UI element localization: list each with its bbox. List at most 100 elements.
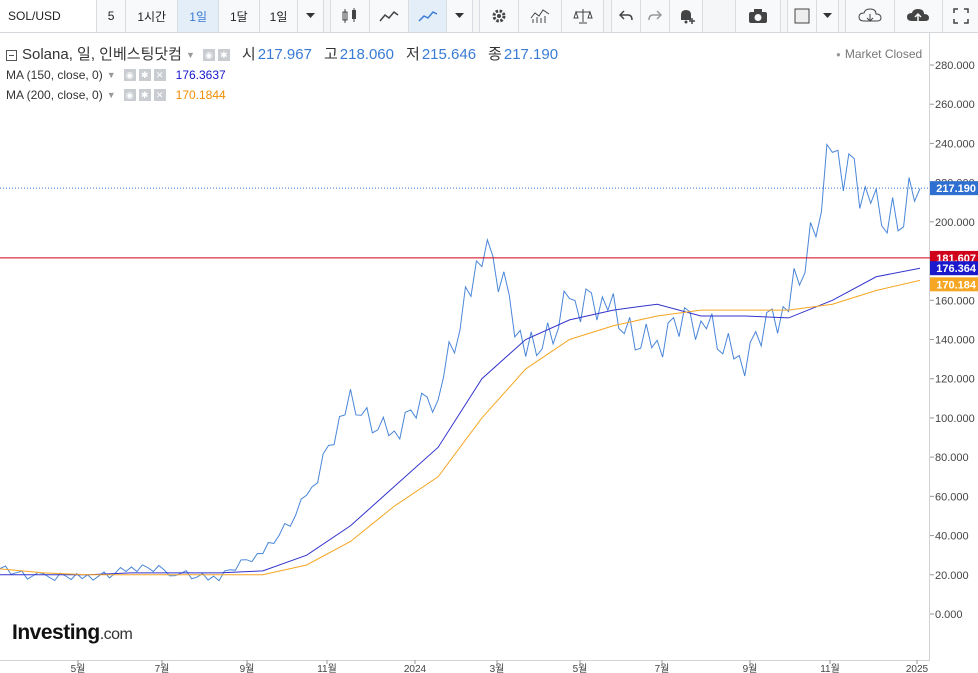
chart-type-chevron-down-icon[interactable] xyxy=(447,0,473,32)
legend-ma150-row: MA (150, close, 0) ▼ ◉ ✱ ✕ 176.3637 xyxy=(6,65,558,85)
area-chart-icon[interactable] xyxy=(370,0,409,32)
x-tick-label: 7월 xyxy=(155,663,170,673)
low-label: 저 xyxy=(406,46,420,63)
y-tick-label: 120.000 xyxy=(935,374,975,386)
x-tick-label: 3월 xyxy=(490,663,505,673)
close-icon[interactable]: ✕ xyxy=(153,89,166,101)
redo-icon[interactable] xyxy=(641,0,671,32)
chevron-down-icon[interactable]: ▼ xyxy=(106,70,116,80)
gear-icon[interactable]: ✱ xyxy=(217,49,230,61)
toolbar-separator xyxy=(604,0,613,32)
y-tick-label: 60.000 xyxy=(935,491,969,503)
toolbar-separator xyxy=(473,0,481,32)
y-tick-label: 0.000 xyxy=(935,609,963,621)
compare-scale-icon[interactable] xyxy=(561,0,605,32)
price-badge-ma150 xyxy=(930,261,978,276)
gear-icon[interactable]: ✱ xyxy=(138,89,151,101)
chevron-down-icon[interactable]: ▼ xyxy=(185,50,195,60)
collapse-icon[interactable] xyxy=(6,49,17,61)
y-tick-label: 140.000 xyxy=(935,335,975,347)
time-axis[interactable] xyxy=(0,660,930,673)
y-tick-label: 280.000 xyxy=(935,60,975,72)
line-chart-icon[interactable] xyxy=(408,0,448,32)
interval-5min-button[interactable]: 5 xyxy=(97,0,127,32)
toolbar: SOL/USD 5 1시간 1일 1달 1일 xyxy=(0,0,978,33)
market-status: Market Closed xyxy=(836,47,922,61)
interval-dropdown-button[interactable]: 1일 xyxy=(259,0,299,32)
interval-label: 1일 xyxy=(269,9,288,24)
interval-label: 1시간 xyxy=(137,9,167,24)
add-alert-icon[interactable] xyxy=(670,0,704,32)
symbol-label: SOL/USD xyxy=(8,9,61,23)
high-label: 고 xyxy=(323,46,338,63)
x-tick-label: 5월 xyxy=(71,663,86,673)
chart-plot-area[interactable] xyxy=(0,33,930,660)
price-badge-label-last: 217.190 xyxy=(936,183,976,195)
open-value: 217.967 xyxy=(257,46,312,63)
price-axis[interactable] xyxy=(930,33,978,660)
x-tick-label: 9월 xyxy=(743,663,758,673)
interval-chevron-down-icon[interactable] xyxy=(298,0,324,32)
open-label: 시 xyxy=(241,46,256,63)
gear-icon[interactable] xyxy=(480,0,520,32)
low-value: 215.646 xyxy=(421,46,477,63)
toolbar-separator xyxy=(703,0,736,32)
x-tick-label: 2024 xyxy=(404,664,427,673)
series-line-1 xyxy=(0,267,921,576)
close-value: 217.190 xyxy=(503,46,559,63)
y-tick-label: 100.000 xyxy=(935,413,975,425)
y-tick-label: 40.000 xyxy=(935,531,969,543)
x-tick-label: 7월 xyxy=(655,663,670,673)
chevron-down-icon[interactable]: ▼ xyxy=(106,90,116,100)
eye-icon[interactable]: ◉ xyxy=(202,49,215,61)
price-badge-last xyxy=(930,181,978,196)
interval-1hour-button[interactable]: 1시간 xyxy=(126,0,179,32)
camera-icon[interactable] xyxy=(736,0,781,32)
eye-icon[interactable]: ◉ xyxy=(123,69,136,81)
toolbar-separator xyxy=(839,0,847,32)
toolbar-separator xyxy=(781,0,789,32)
instrument-name: Solana, 일, 인베스팅닷컴 xyxy=(22,46,182,63)
price-badge-ma200 xyxy=(930,277,978,292)
x-tick-label: 11월 xyxy=(317,663,337,673)
y-tick-label: 20.000 xyxy=(935,570,969,582)
interval-label: 1달 xyxy=(229,9,248,24)
y-tick-label: 160.000 xyxy=(935,295,975,307)
interval-label: 1일 xyxy=(189,9,208,24)
color-chevron-down-icon[interactable] xyxy=(817,0,839,32)
series-line-2 xyxy=(0,279,921,576)
candlestick-icon[interactable] xyxy=(331,0,371,32)
ma200-label: MA (200, close, 0) xyxy=(6,88,103,102)
interval-1month-button[interactable]: 1달 xyxy=(218,0,260,32)
ma150-label: MA (150, close, 0) xyxy=(6,68,103,82)
x-tick-label: 9월 xyxy=(240,663,255,673)
undo-icon[interactable] xyxy=(612,0,642,32)
symbol-input[interactable]: SOL/USD xyxy=(0,0,98,32)
toolbar-separator xyxy=(324,0,332,32)
eye-icon[interactable]: ◉ xyxy=(123,89,136,101)
close-label: 종 xyxy=(488,46,502,63)
gear-icon[interactable]: ✱ xyxy=(138,69,151,81)
high-value: 218.060 xyxy=(339,46,394,63)
series-line-0 xyxy=(0,143,921,582)
x-tick-label: 2025 xyxy=(906,664,929,673)
indicators-icon[interactable] xyxy=(519,0,562,32)
interval-1day-button[interactable]: 1일 xyxy=(178,0,219,32)
cloud-download-icon[interactable] xyxy=(846,0,895,32)
y-tick-label: 80.000 xyxy=(935,452,969,464)
color-box-icon[interactable] xyxy=(788,0,818,32)
x-tick-label: 11월 xyxy=(820,663,840,673)
legend-main-row: Solana, 일, 인베스팅닷컴 ▼ ◉ ✱ 시 217.967 고 218.06… xyxy=(6,45,558,65)
close-icon[interactable]: ✕ xyxy=(153,69,166,81)
logo-suffix: .com xyxy=(99,626,133,643)
fullscreen-icon[interactable] xyxy=(943,0,978,32)
price-badge-label-ma200: 170.184 xyxy=(936,279,977,291)
ma200-value: 170.1844 xyxy=(175,88,226,102)
y-tick-label: 260.000 xyxy=(935,99,975,111)
cloud-upload-icon[interactable] xyxy=(894,0,944,32)
ma150-value: 176.3637 xyxy=(175,68,226,82)
y-tick-label: 240.000 xyxy=(935,138,975,150)
investing-logo: Investing.com xyxy=(12,621,133,645)
interval-label: 5 xyxy=(107,9,115,23)
